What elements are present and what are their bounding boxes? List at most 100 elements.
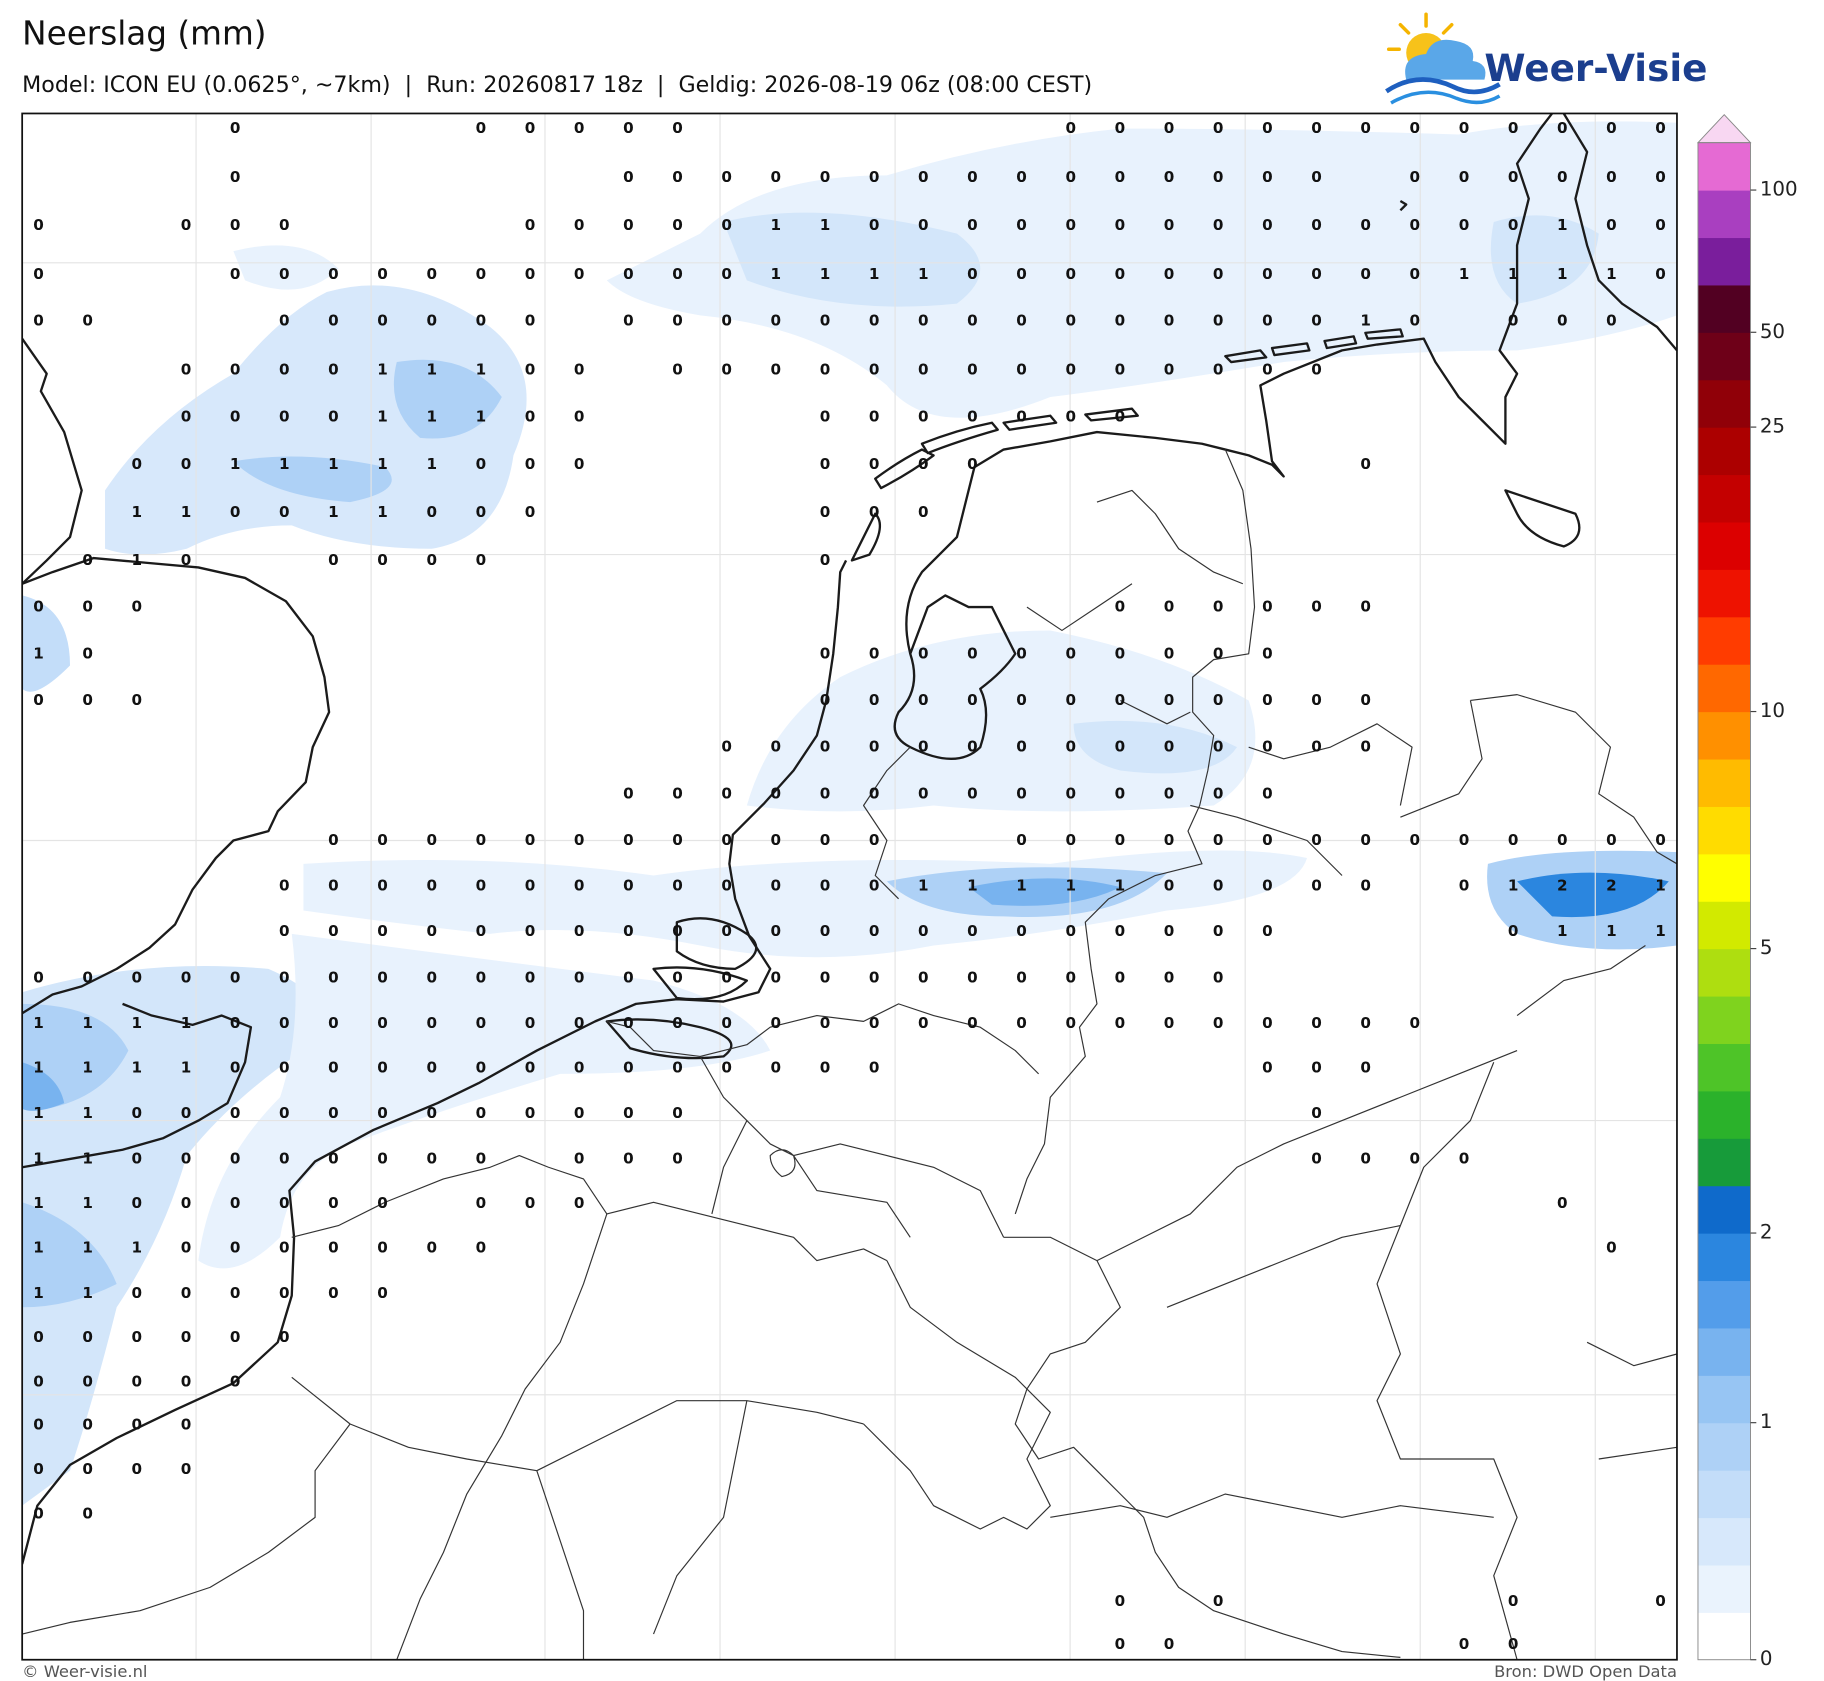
grid-value: 0 [1360,119,1371,137]
colorbar-band [1697,1375,1751,1424]
grid-value: 0 [967,922,978,940]
grid-value: 0 [476,1104,487,1122]
grid-value: 0 [33,1372,44,1390]
grid-value: 0 [230,1328,241,1346]
grid-value: 0 [1065,407,1076,425]
grid-value: 0 [1410,1150,1421,1168]
grid-value: 1 [771,265,782,283]
grid-value: 0 [525,265,536,283]
grid-value: 1 [967,877,978,895]
grid-value: 0 [1065,691,1076,709]
grid-value: 1 [132,1014,143,1032]
grid-value: 0 [426,969,437,987]
colorbar-tick-label: 50 [1760,320,1785,343]
grid-value: 0 [230,361,241,379]
grid-value: 1 [1065,877,1076,895]
grid-value: 0 [328,831,339,849]
grid-value: 0 [1016,644,1027,662]
grid-value: 0 [1016,922,1027,940]
grid-value: 0 [1262,598,1273,616]
grid-value: 0 [426,1104,437,1122]
grid-value: 0 [574,831,585,849]
grid-value: 0 [33,598,44,616]
grid-value: 0 [279,503,290,521]
grid-value: 0 [1311,1059,1322,1077]
grid-value: 0 [623,922,634,940]
grid-value: 0 [426,1059,437,1077]
grid-value: 0 [132,691,143,709]
grid-value: 1 [181,1059,192,1077]
grid-value: 0 [967,969,978,987]
grid-value: 1 [1557,216,1568,234]
grid-value: 0 [1311,119,1322,137]
grid-value: 0 [1115,691,1126,709]
grid-value: 0 [1115,1014,1126,1032]
grid-value: 0 [476,455,487,473]
grid-value: 0 [33,691,44,709]
grid-value: 1 [820,216,831,234]
grid-value: 0 [426,831,437,849]
grid-value: 0 [230,1150,241,1168]
grid-value: 0 [181,1328,192,1346]
grid-value: 0 [1065,265,1076,283]
grid-value: 0 [1016,691,1027,709]
grid-value: 1 [1016,877,1027,895]
grid-value: 0 [1115,119,1126,137]
grid-value: 0 [1065,216,1076,234]
grid-value: 0 [476,922,487,940]
grid-value: 0 [1655,265,1666,283]
grid-value: 0 [132,1194,143,1212]
grid-value: 0 [476,1194,487,1212]
colorbar-band [1697,853,1751,902]
grid-value: 0 [230,969,241,987]
grid-value: 0 [1459,831,1470,849]
grid-value: 0 [1459,216,1470,234]
grid-value: 0 [1016,168,1027,186]
grid-value: 0 [1115,831,1126,849]
grid-value: 0 [230,1238,241,1256]
grid-value: 1 [1508,265,1519,283]
grid-value: 0 [181,216,192,234]
grid-value: 0 [1410,1014,1421,1032]
grid-value: 0 [918,361,929,379]
grid-value: 0 [1508,1635,1519,1653]
grid-value: 0 [623,1014,634,1032]
grid-value: 1 [377,455,388,473]
grid-value: 1 [33,1014,44,1032]
grid-value: 1 [1655,877,1666,895]
grid-value: 0 [1164,265,1175,283]
grid-value: 0 [721,1059,732,1077]
grid-value: 0 [279,361,290,379]
grid-value: 0 [1164,119,1175,137]
grid-value: 0 [132,1416,143,1434]
borders [22,449,1677,1660]
grid-value: 0 [181,361,192,379]
grid-value: 0 [672,831,683,849]
grid-value: 0 [328,265,339,283]
grid-value: 0 [1164,598,1175,616]
grid-value: 0 [1360,738,1371,756]
grid-value: 0 [1016,738,1027,756]
grid-value: 0 [1655,1592,1666,1610]
grid-value: 1 [918,265,929,283]
grid-value: 0 [869,407,880,425]
grid-value: 0 [1410,831,1421,849]
grid-value: 0 [1508,168,1519,186]
grid-value: 0 [918,455,929,473]
grid-value: 1 [771,216,782,234]
grid-value: 0 [279,877,290,895]
grid-value: 0 [279,1284,290,1302]
grid-value: 0 [426,312,437,330]
grid-value: 0 [1262,168,1273,186]
grid-value: 2 [1606,877,1617,895]
grid-value: 0 [476,1059,487,1077]
grid-value: 0 [1262,784,1273,802]
grid-value: 0 [328,969,339,987]
grid-value: 1 [1606,922,1617,940]
grid-value: 0 [1115,216,1126,234]
grid-value: 0 [1016,312,1027,330]
grid-value: 0 [721,969,732,987]
grid-value: 0 [33,1504,44,1522]
grid-value: 0 [426,1014,437,1032]
